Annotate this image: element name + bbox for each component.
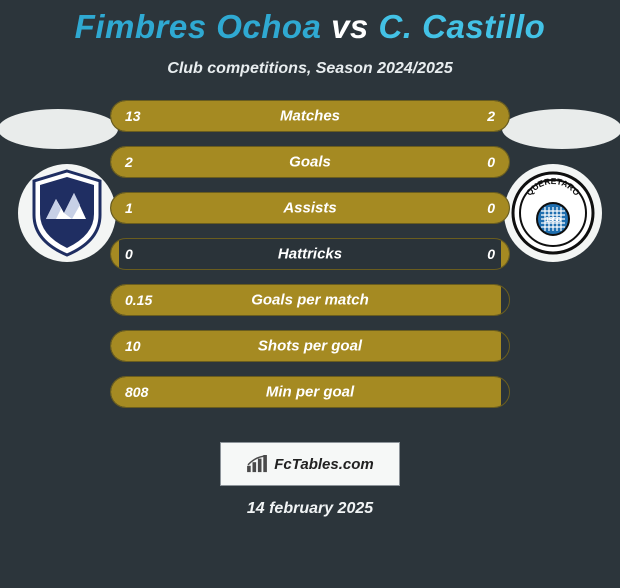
stat-bars: 132Matches20Goals10Assists00Hattricks0.1… [110,100,510,422]
monterrey-crest [18,164,116,262]
stat-row: 0.15 Goals per match [110,284,510,316]
stat-bar-right [501,193,509,223]
stat-bar-right [501,147,509,177]
pedestal-right [502,109,620,149]
stat-label: Shots per goal [258,338,362,355]
watermark-text: FcTables.com [274,456,373,473]
stat-label: Hattricks [278,246,342,263]
stat-value-left: 1 [125,200,133,216]
date-label: 14 february 2025 [0,500,620,518]
stat-value-left: 0 [125,246,133,262]
stat-label: Min per goal [266,384,354,401]
player2-name: C. Castillo [378,8,545,45]
stat-value-left: 2 [125,154,133,170]
stat-label: Goals [289,154,331,171]
stat-bar-right [501,239,509,269]
stat-label: Matches [280,108,340,125]
stat-row: 0 0 Hattricks [110,238,510,270]
queretaro-crest-icon: QUERETARO 1950 [511,171,595,255]
stat-row: 2 0 Goals [110,146,510,178]
stat-value-left: 10 [125,338,141,354]
stat-value-right: 0 [487,200,495,216]
subtitle: Club competitions, Season 2024/2025 [0,60,620,78]
svg-text:1950: 1950 [545,217,561,224]
comparison-arena: QUERETARO 1950 132Matches20Goals10Assist… [0,100,620,430]
stat-bar-left [111,239,119,269]
stat-value-left: 808 [125,384,148,400]
stat-label: Goals per match [251,292,369,309]
stat-value-left: 0.15 [125,292,152,308]
stat-row: 13 2 Matches [110,100,510,132]
watermark: FcTables.com [220,442,400,486]
comparison-title: Fimbres Ochoa vs C. Castillo [0,8,620,46]
vs-text: vs [331,8,369,45]
stat-bar-right [453,101,509,131]
stat-value-right: 0 [487,154,495,170]
watermark-bars-icon [246,455,268,473]
stat-row: 10 Shots per goal [110,330,510,362]
player1-name: Fimbres Ochoa [75,8,322,45]
stat-value-left: 13 [125,108,141,124]
pedestal-left [0,109,118,149]
monterrey-crest-icon [28,169,106,257]
stat-label: Assists [283,200,336,217]
stat-value-right: 2 [487,108,495,124]
stat-value-right: 0 [487,246,495,262]
stat-row: 1 0 Assists [110,192,510,224]
queretaro-crest: QUERETARO 1950 [504,164,602,262]
stat-row: 808 Min per goal [110,376,510,408]
